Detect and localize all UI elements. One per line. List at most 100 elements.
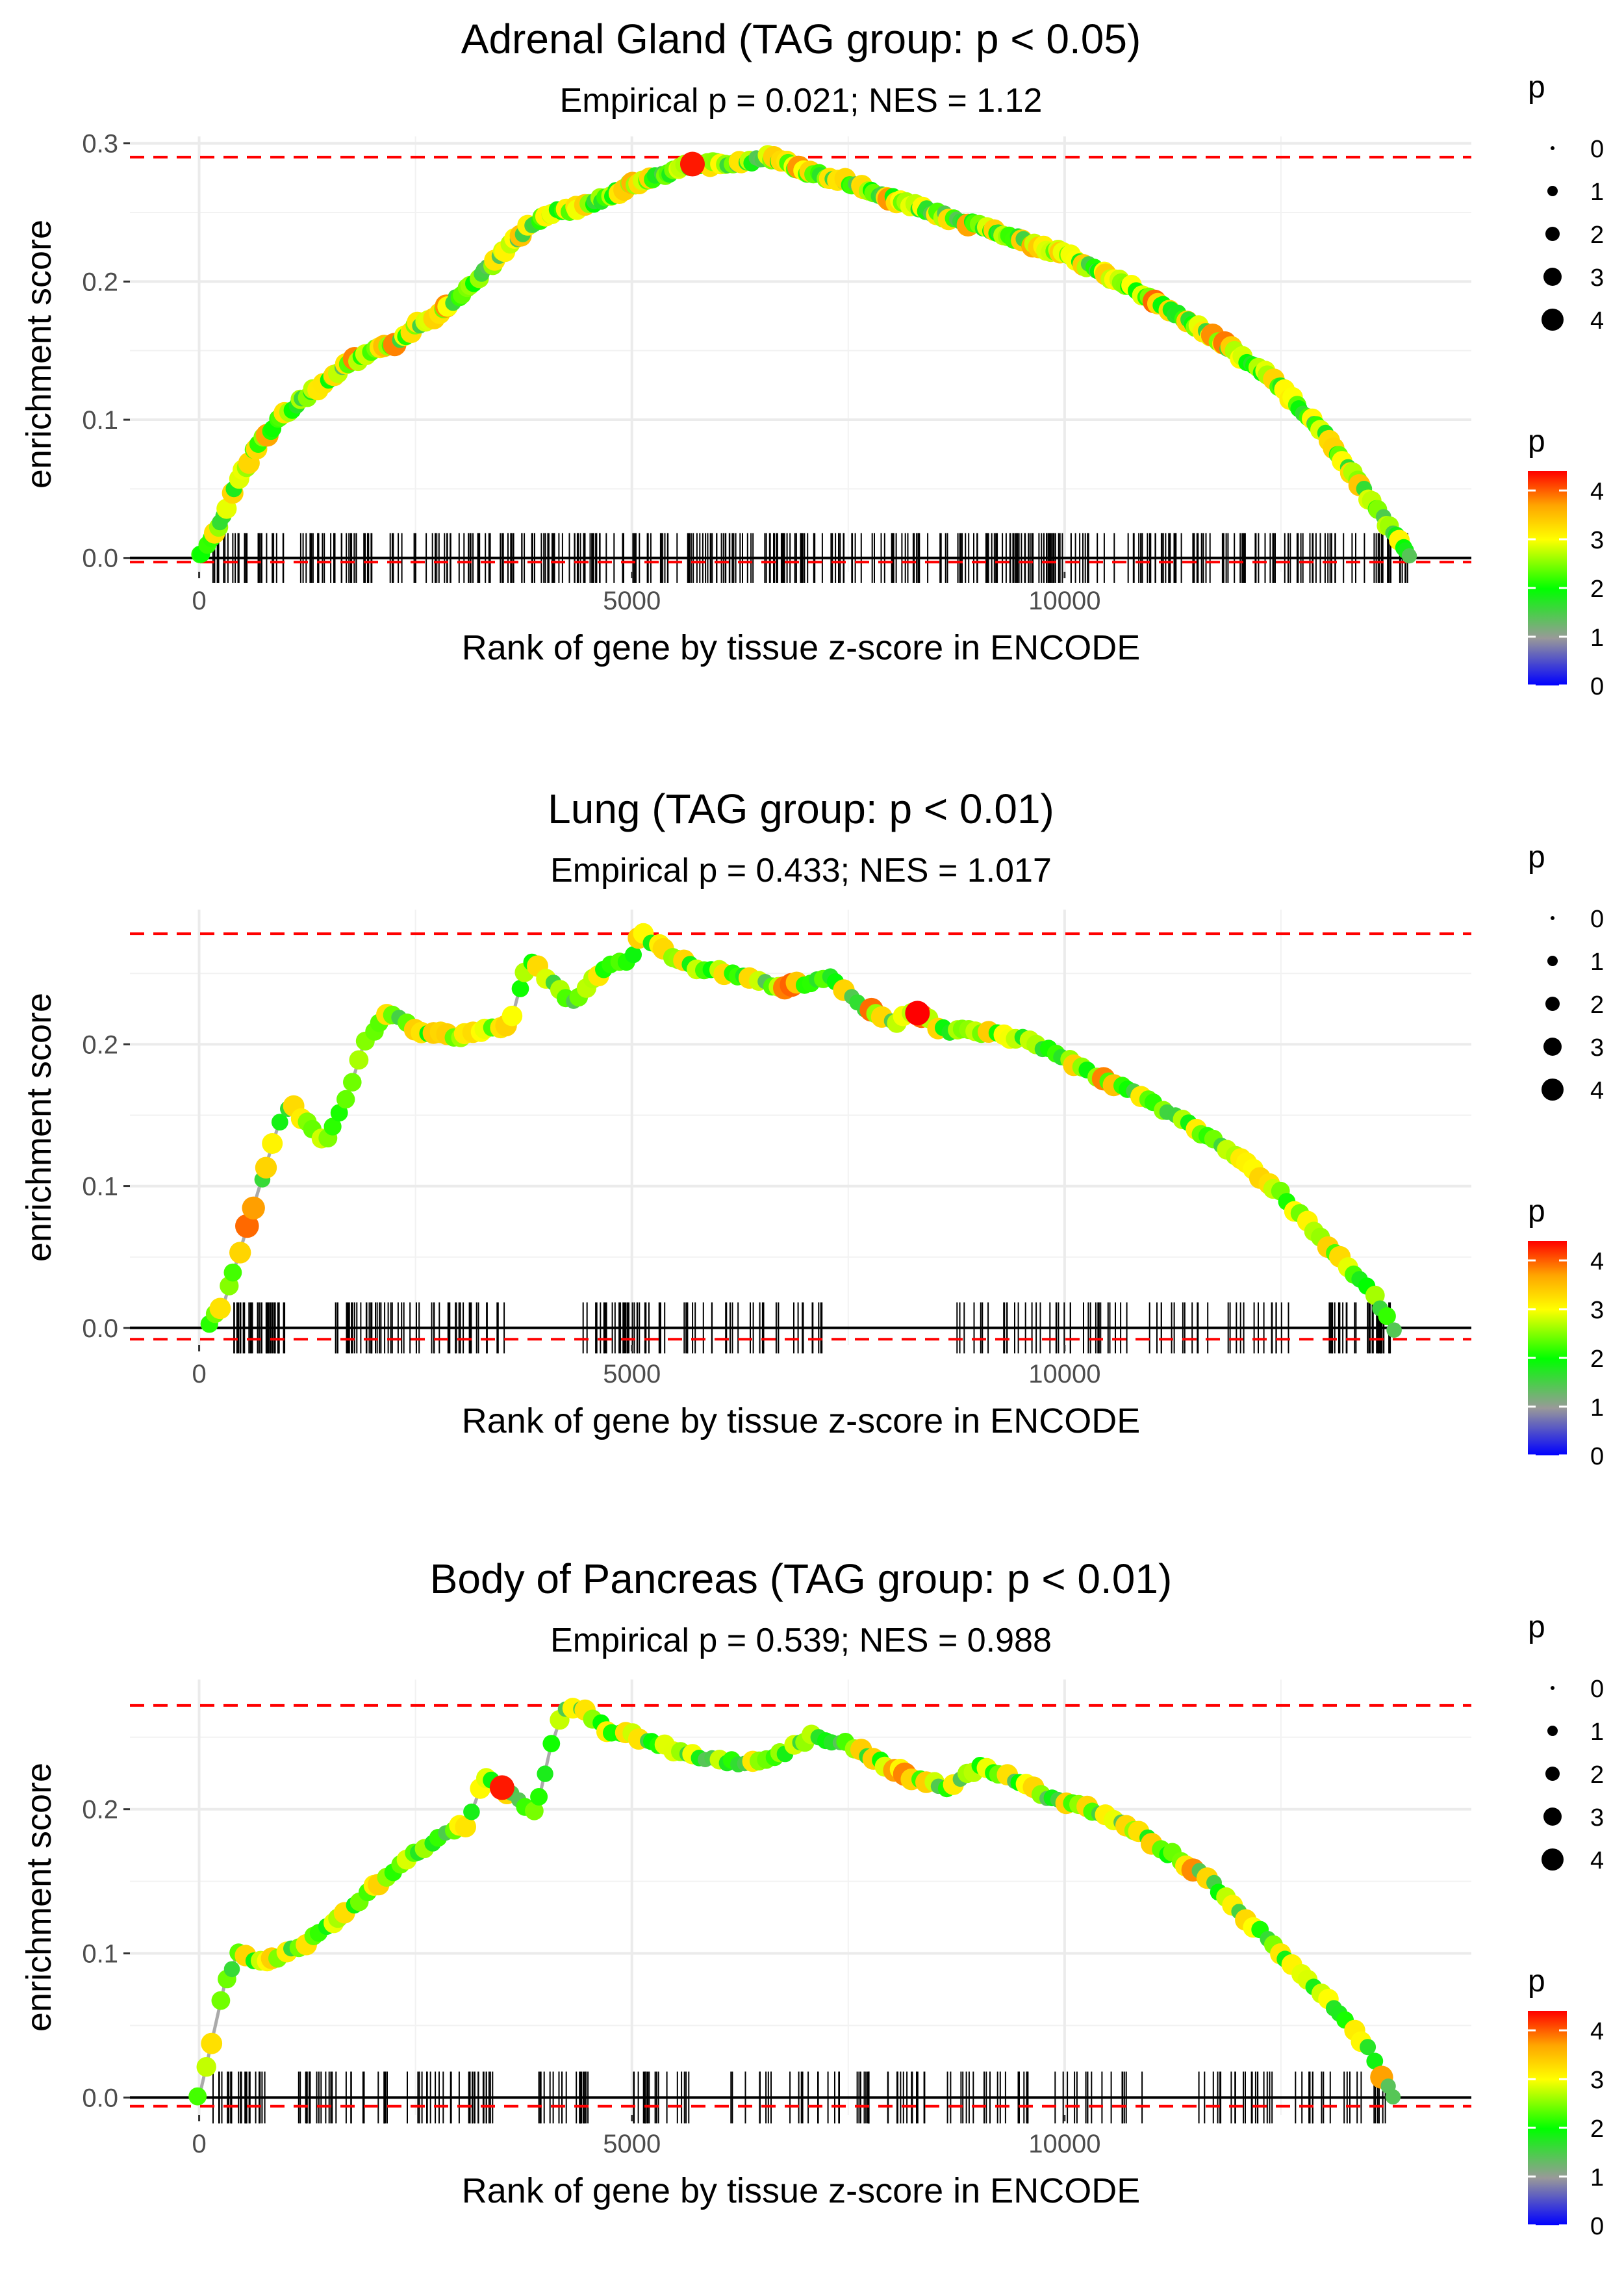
size-legend-title: p (1528, 840, 1545, 875)
x-tick-label: 0 (192, 587, 206, 615)
color-legend-label: 0 (1590, 2213, 1604, 2240)
size-legend-title: p (1528, 1610, 1545, 1644)
x-tick-label: 0 (192, 2130, 206, 2158)
chart-title: Lung (TAG group: p < 0.01) (548, 786, 1054, 832)
size-legend-label: 0 (1590, 136, 1604, 163)
y-axis-label: enrichment score (19, 1763, 58, 2032)
y-tick-label: 0.2 (82, 1030, 118, 1059)
es-point (1386, 1322, 1402, 1338)
color-legend-label: 4 (1590, 2018, 1604, 2045)
es-point (196, 2057, 216, 2077)
y-tick-label: 0.1 (82, 406, 118, 435)
x-axis-label: Rank of gene by tissue z-score in ENCODE (462, 628, 1140, 667)
y-tick-label: 0.3 (82, 130, 118, 159)
color-legend-label: 2 (1590, 576, 1604, 603)
size-legend-key (1545, 1767, 1560, 1781)
color-legend-title: p (1528, 1964, 1545, 1999)
es-point (223, 1263, 242, 1282)
es-curve (197, 1704, 1395, 2099)
chart-title: Adrenal Gland (TAG group: p < 0.05) (461, 16, 1141, 62)
x-tick-label: 5000 (603, 1360, 661, 1388)
x-tick-label: 5000 (603, 587, 661, 615)
size-legend-key (1551, 916, 1554, 920)
es-point (255, 1156, 277, 1179)
size-legend-key (1551, 1686, 1554, 1690)
y-axis-label: enrichment score (19, 993, 58, 1262)
es-point (1401, 548, 1417, 564)
size-legend-label: 2 (1590, 991, 1604, 1019)
color-legend: p 0 1 2 3 4 (1528, 1964, 1604, 2240)
color-legend: p 0 1 2 3 4 (1528, 424, 1604, 700)
es-point (501, 1005, 523, 1027)
color-legend-label: 0 (1590, 1443, 1604, 1470)
es-point (336, 1090, 355, 1109)
size-legend-label: 0 (1590, 1676, 1604, 1703)
es-point (1366, 2052, 1384, 2070)
es-point-highlight (489, 1775, 514, 1800)
chart-panel-3: Body of Pancreas (TAG group: p < 0.01) Em… (19, 1555, 1604, 2240)
size-legend-label: 4 (1590, 307, 1604, 335)
size-legend-label: 0 (1590, 906, 1604, 933)
color-legend-label: 0 (1590, 673, 1604, 700)
color-legend-label: 1 (1590, 2164, 1604, 2191)
es-point (455, 1816, 476, 1837)
color-legend-title: p (1528, 1194, 1545, 1229)
es-point-highlight (679, 151, 705, 177)
size-legend-label: 3 (1590, 264, 1604, 292)
es-points (188, 1698, 1401, 2106)
chart-panel-2: Lung (TAG group: p < 0.01) Empirical p = … (19, 786, 1604, 1470)
es-point (1365, 1285, 1385, 1305)
y-tick-label: 0.0 (82, 544, 118, 573)
es-points (200, 923, 1402, 1338)
es-point (525, 1801, 544, 1820)
color-legend-title: p (1528, 424, 1545, 459)
size-legend-key (1542, 1079, 1564, 1101)
y-tick-label: 0.2 (82, 268, 118, 296)
color-legend-label: 3 (1590, 527, 1604, 554)
size-legend-key (1542, 309, 1564, 331)
y-tick-label: 0.0 (82, 1314, 118, 1343)
size-legend: p 0 1 2 3 4 (1528, 840, 1604, 1105)
size-legend-label: 3 (1590, 1804, 1604, 1832)
es-point (271, 1114, 288, 1131)
size-legend-key (1547, 1726, 1558, 1736)
es-point (211, 1991, 231, 2010)
x-tick-label: 10000 (1028, 1360, 1100, 1388)
es-point (324, 1118, 342, 1136)
y-axis-label: enrichment score (19, 220, 58, 489)
size-legend-key (1551, 146, 1554, 150)
es-point (262, 1133, 283, 1154)
size-legend-label: 4 (1590, 1077, 1604, 1105)
chart-title: Body of Pancreas (TAG group: p < 0.01) (430, 1555, 1173, 1602)
es-point (625, 946, 642, 964)
es-point (537, 1765, 553, 1782)
chart-panel-1: Adrenal Gland (TAG group: p < 0.05) Empir… (19, 16, 1604, 700)
color-legend-label: 2 (1590, 2115, 1604, 2143)
es-point (188, 2087, 207, 2106)
size-legend-key (1543, 268, 1562, 286)
size-legend: p 0 1 2 3 4 (1528, 70, 1604, 335)
es-point (209, 1297, 231, 1320)
size-legend-label: 3 (1590, 1034, 1604, 1062)
size-legend: p 0 1 2 3 4 (1528, 1610, 1604, 1874)
y-tick-label: 0.1 (82, 1173, 118, 1201)
color-legend-label: 2 (1590, 1346, 1604, 1373)
color-legend-label: 1 (1590, 624, 1604, 652)
es-point (349, 1050, 369, 1070)
size-legend-label: 2 (1590, 1761, 1604, 1789)
chart-subtitle: Empirical p = 0.539; NES = 0.988 (550, 1622, 1052, 1659)
es-point (1378, 1307, 1396, 1325)
size-legend-label: 2 (1590, 222, 1604, 249)
chart-subtitle: Empirical p = 0.433; NES = 1.017 (550, 852, 1052, 889)
es-point (330, 1104, 348, 1122)
size-legend-key (1542, 1848, 1564, 1871)
es-point (235, 1214, 259, 1238)
size-legend-label: 1 (1590, 1718, 1604, 1746)
es-point (242, 1196, 265, 1220)
es-point (223, 1961, 240, 1978)
es-point (343, 1073, 362, 1092)
es-point (1360, 2039, 1377, 2056)
size-legend-label: 1 (1590, 949, 1604, 976)
color-bar (1528, 1241, 1567, 1455)
